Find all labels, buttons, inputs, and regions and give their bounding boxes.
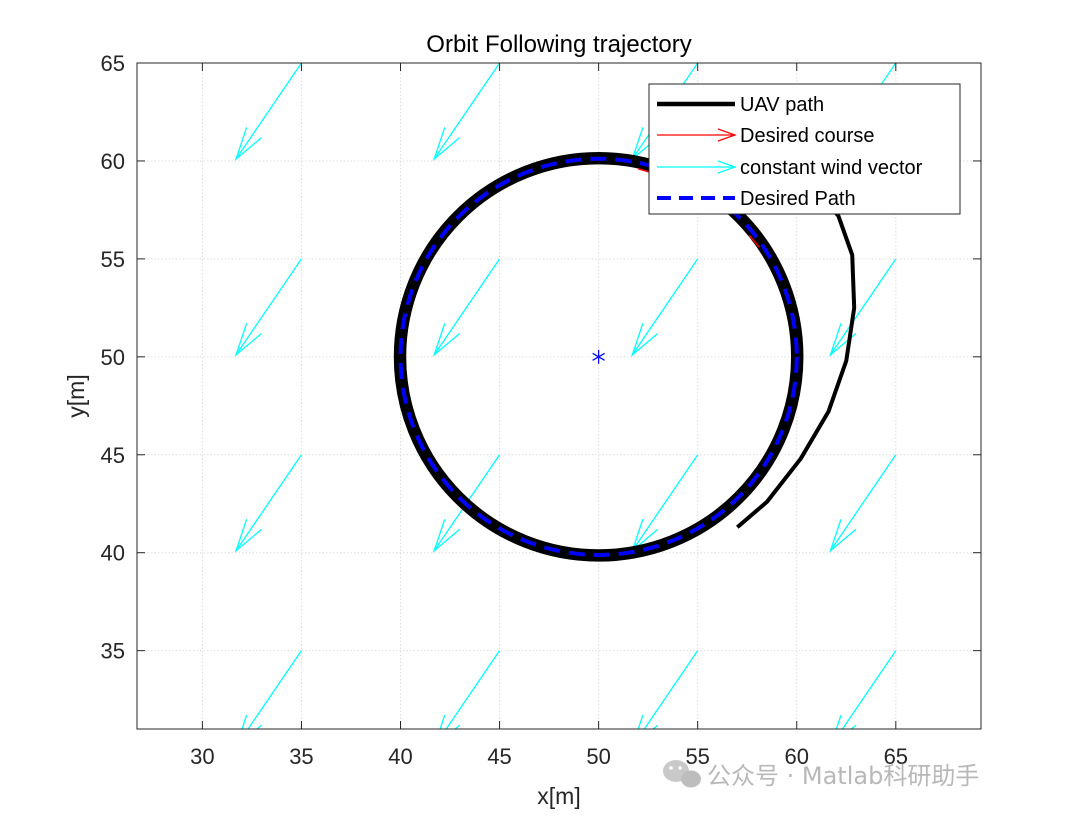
y-tick-label: 35 [101,639,125,664]
x-tick-label: 60 [785,744,809,769]
x-tick-label: 45 [487,744,511,769]
watermark: 公众号 · Matlab科研助手 [663,760,979,790]
orbit-center-stroke [592,352,605,361]
legend-label-uav-path: UAV path [740,94,824,116]
ticks: 30 35 40 45 50 55 60 65 35 40 45 50 55 60 65 [101,51,981,769]
x-tick-label: 30 [190,744,214,769]
y-tick-label: 55 [101,247,125,272]
wind-arrow-head [630,323,659,357]
wind-arrow-head [241,714,262,729]
wind-vector [637,650,699,729]
wind-arrow-shaft [829,454,897,552]
wind-arrow-shaft [841,650,897,729]
wind-arrow-head [637,714,659,729]
desired-path [398,156,799,557]
wind-vector [835,650,897,729]
wind-vector [829,454,897,553]
wind-arrow-head [234,323,262,357]
watermark-text: 公众号 · Matlab科研助手 [707,762,979,790]
wind-arrow-head [432,127,461,161]
uav-path-orbit-lap [393,151,804,562]
wind-vector [630,258,699,357]
legend-arrowhead-desired-course [717,128,737,142]
y-tick-label: 40 [101,541,125,566]
wechat-icon [663,760,701,788]
wind-arrow-head [432,519,461,553]
wind-vector [432,63,501,161]
y-tick-label: 50 [101,345,125,370]
legend: UAV path Desired course constant wind ve… [648,83,961,215]
wind-arrow-shaft [829,258,897,356]
wind-vector [234,63,302,161]
wind-arrow-shaft [433,258,501,356]
x-tick-label: 50 [586,744,610,769]
wind-arrow-head [432,323,461,357]
wind-vectors [234,63,897,729]
legend-label-desired-course: Desired course [740,125,875,147]
x-tick-label: 40 [388,744,412,769]
legend-arrowhead-wind [717,160,737,174]
y-tick-label: 60 [101,149,125,174]
wind-arrow-shaft [235,258,302,356]
chart-title: Orbit Following trajectory [426,31,691,58]
wind-arrow-shaft [445,650,501,729]
wind-arrow-shaft [631,454,699,552]
wind-arrow-head [234,519,262,553]
wind-arrow-head [234,127,262,161]
wind-arrow-head [829,519,857,553]
x-tick-label: 65 [884,744,908,769]
plot-frame [136,62,982,730]
legend-label-wind: constant wind vector [740,157,923,179]
wind-arrow-shaft [235,454,302,552]
desired-course-arrow [748,234,760,248]
x-tick-label: 35 [289,744,313,769]
y-tick-label: 45 [101,443,125,468]
y-axis-label: y[m] [63,374,89,417]
wind-vector [234,258,302,357]
wind-vector [432,258,501,357]
y-tick-label: 65 [101,51,125,76]
wind-arrow-shaft [643,650,699,729]
wind-arrow-shaft [247,650,302,729]
wind-vector [234,454,302,553]
legend-label-desired-path: Desired Path [740,188,856,210]
wind-vector [439,650,501,729]
wind-arrow-shaft [433,63,501,160]
x-axis-label: x[m] [537,783,580,809]
wind-arrow-head [439,714,461,729]
orbit-center-marker [592,349,605,364]
paths [393,151,857,562]
x-tick-label: 55 [685,744,709,769]
wind-arrow-shaft [631,258,699,356]
wind-arrow-shaft [235,63,302,160]
wind-vector [241,650,302,729]
wind-arrow-head [835,714,857,729]
